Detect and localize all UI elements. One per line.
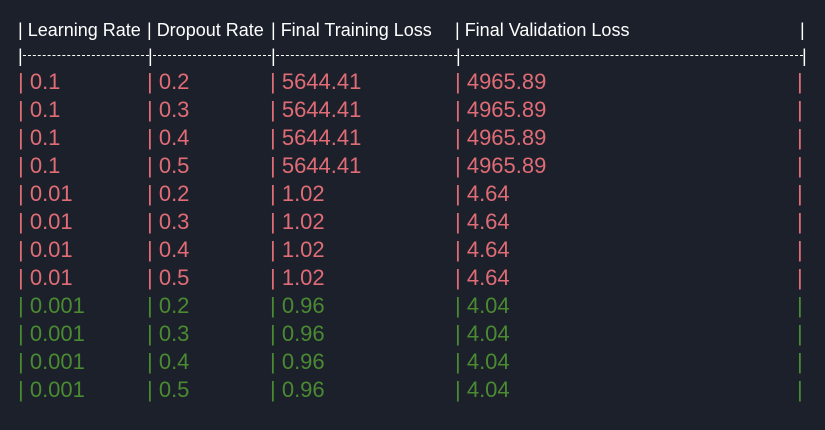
cell-final-training-loss: | 5644.41: [270, 125, 362, 150]
separator-bar: |: [271, 46, 276, 66]
cell-final-training-loss: | 0.96: [270, 349, 325, 374]
table-row: | 0.001 | 0.2 | 0.96 | 4.04 |: [0, 292, 825, 320]
header-end-bar: |: [800, 20, 805, 40]
cell-final-training-loss: | 5644.41: [270, 153, 362, 178]
separator-dash: [23, 55, 149, 56]
row-end-bar: |: [797, 153, 803, 178]
cell-dropout-rate: | 0.2: [147, 181, 190, 206]
table-row: | 0.1 | 0.2 | 5644.41 | 4965.89 |: [0, 68, 825, 96]
row-end-bar: |: [797, 265, 803, 290]
table-row: | 0.001 | 0.4 | 0.96 | 4.04 |: [0, 348, 825, 376]
cell-dropout-rate: | 0.4: [147, 237, 190, 262]
cell-dropout-rate: | 0.4: [147, 125, 190, 150]
table-row: | 0.1 | 0.5 | 5644.41 | 4965.89 |: [0, 152, 825, 180]
cell-learning-rate: | 0.01: [18, 209, 73, 234]
cell-final-validation-loss: | 4965.89: [455, 69, 547, 94]
cell-final-validation-loss: | 4.64: [455, 265, 510, 290]
row-end-bar: |: [797, 209, 803, 234]
separator-dash: [461, 55, 803, 56]
table-row: | 0.001 | 0.3 | 0.96 | 4.04 |: [0, 320, 825, 348]
cell-final-validation-loss: | 4.04: [455, 377, 510, 402]
row-end-bar: |: [797, 69, 803, 94]
cell-dropout-rate: | 0.2: [147, 293, 190, 318]
table-row: | 0.001 | 0.5 | 0.96 | 4.04 |: [0, 376, 825, 404]
header-final-training-loss: | Final Training Loss: [271, 20, 432, 40]
row-end-bar: |: [797, 125, 803, 150]
cell-learning-rate: | 0.001: [18, 293, 85, 318]
cell-dropout-rate: | 0.3: [147, 209, 190, 234]
cell-final-validation-loss: | 4.64: [455, 237, 510, 262]
header-learning-rate: | Learning Rate: [18, 20, 141, 40]
table-row: | 0.1 | 0.3 | 5644.41 | 4965.89 |: [0, 96, 825, 124]
cell-final-training-loss: | 0.96: [270, 293, 325, 318]
cell-final-training-loss: | 1.02: [270, 265, 325, 290]
cell-learning-rate: | 0.1: [18, 153, 61, 178]
table-header-row: | Learning Rate | Dropout Rate | Final T…: [0, 16, 825, 44]
cell-learning-rate: | 0.1: [18, 125, 61, 150]
cell-final-training-loss: | 1.02: [270, 181, 325, 206]
cell-dropout-rate: | 0.4: [147, 349, 190, 374]
cell-final-validation-loss: | 4.04: [455, 349, 510, 374]
cell-final-training-loss: | 5644.41: [270, 97, 362, 122]
cell-final-validation-loss: | 4.04: [455, 321, 510, 346]
cell-learning-rate: | 0.01: [18, 265, 73, 290]
cell-final-validation-loss: | 4.64: [455, 181, 510, 206]
row-end-bar: |: [797, 377, 803, 402]
row-end-bar: |: [797, 293, 803, 318]
cell-final-training-loss: | 0.96: [270, 321, 325, 346]
cell-final-validation-loss: | 4.64: [455, 209, 510, 234]
cell-final-validation-loss: | 4965.89: [455, 97, 547, 122]
table-row: | 0.01 | 0.5 | 1.02 | 4.64 |: [0, 264, 825, 292]
cell-final-training-loss: | 0.96: [270, 377, 325, 402]
separator-dash: [153, 55, 271, 56]
cell-dropout-rate: | 0.3: [147, 321, 190, 346]
separator-bar: |: [456, 46, 461, 66]
cell-learning-rate: | 0.1: [18, 69, 61, 94]
row-end-bar: |: [797, 237, 803, 262]
cell-dropout-rate: | 0.5: [147, 377, 190, 402]
table-row: | 0.01 | 0.3 | 1.02 | 4.64 |: [0, 208, 825, 236]
table-row: | 0.01 | 0.4 | 1.02 | 4.64 |: [0, 236, 825, 264]
cell-learning-rate: | 0.001: [18, 349, 85, 374]
cell-final-validation-loss: | 4965.89: [455, 153, 547, 178]
cell-learning-rate: | 0.001: [18, 377, 85, 402]
cell-learning-rate: | 0.01: [18, 181, 73, 206]
row-end-bar: |: [797, 321, 803, 346]
cell-dropout-rate: | 0.5: [147, 153, 190, 178]
table-row: | 0.1 | 0.4 | 5644.41 | 4965.89 |: [0, 124, 825, 152]
row-end-bar: |: [797, 181, 803, 206]
cell-dropout-rate: | 0.5: [147, 265, 190, 290]
row-end-bar: |: [797, 349, 803, 374]
cell-learning-rate: | 0.1: [18, 97, 61, 122]
header-dropout-rate: | Dropout Rate: [147, 20, 264, 40]
separator-bar: |: [148, 46, 153, 66]
separator-bar: |: [802, 46, 807, 66]
cell-learning-rate: | 0.01: [18, 237, 73, 262]
table-separator-row: | | | | |: [0, 42, 825, 70]
cell-learning-rate: | 0.001: [18, 321, 85, 346]
separator-dash: [276, 55, 457, 56]
cell-final-validation-loss: | 4965.89: [455, 125, 547, 150]
cell-final-training-loss: | 5644.41: [270, 69, 362, 94]
cell-final-validation-loss: | 4.04: [455, 293, 510, 318]
cell-final-training-loss: | 1.02: [270, 237, 325, 262]
cell-dropout-rate: | 0.3: [147, 97, 190, 122]
row-end-bar: |: [797, 97, 803, 122]
separator-bar: |: [18, 46, 23, 66]
cell-dropout-rate: | 0.2: [147, 69, 190, 94]
table-row: | 0.01 | 0.2 | 1.02 | 4.64 |: [0, 180, 825, 208]
cell-final-training-loss: | 1.02: [270, 209, 325, 234]
header-final-validation-loss: | Final Validation Loss: [455, 20, 630, 40]
